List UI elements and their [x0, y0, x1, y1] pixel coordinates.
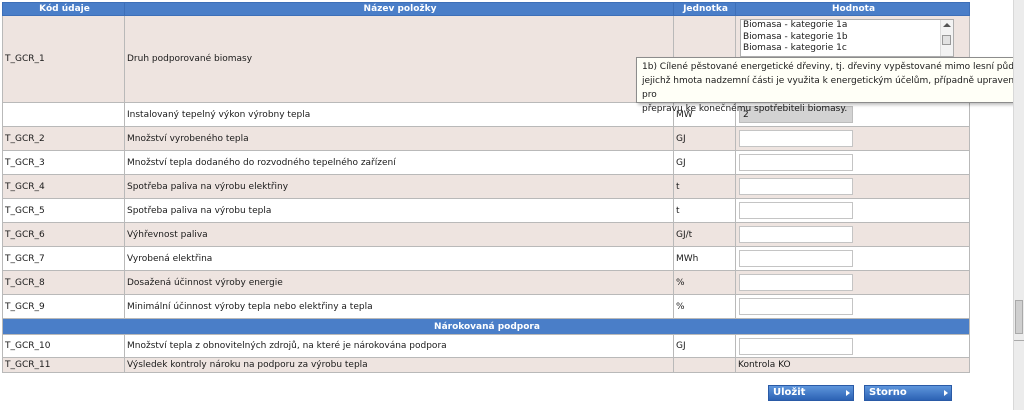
row-code: T_GCR_10 [2, 334, 125, 358]
table-row: T_GCR_5 Spotřeba paliva na výrobu tepla … [2, 198, 970, 223]
scroll-up-arrow-icon[interactable] [943, 23, 951, 27]
row-value [735, 334, 970, 358]
cancel-button-label: Storno [869, 387, 907, 398]
row-code: T_GCR_11 [2, 357, 125, 373]
row-unit: GJ/t [673, 222, 736, 247]
control-result: Kontrola KO [735, 357, 970, 373]
row-code: T_GCR_5 [2, 198, 125, 223]
header-code: Kód údaje [2, 2, 125, 16]
table-row: T_GCR_4 Spotřeba paliva na výrobu elektř… [2, 174, 970, 199]
row-code: T_GCR_6 [2, 222, 125, 247]
row-unit: % [673, 270, 736, 295]
listbox-scrollbar[interactable] [940, 20, 953, 56]
save-button[interactable]: Uložit [768, 385, 854, 401]
section-header-row: Nárokovaná podpora [2, 318, 970, 335]
value-input-gcr-3[interactable] [739, 154, 853, 171]
scroll-thumb[interactable] [942, 35, 951, 45]
biomass-tooltip: 1b) Cílené pěstované energetické dřeviny… [636, 57, 1024, 114]
row-value [735, 174, 970, 199]
row-name: Spotřeba paliva na výrobu elektřiny [124, 174, 674, 199]
biomass-type-listbox[interactable]: Biomasa - kategorie 1a Biomasa - kategor… [740, 19, 954, 57]
row-unit: GJ [673, 334, 736, 358]
table-row: T_GCR_2 Množství vyrobeného tepla GJ [2, 126, 970, 151]
page-scroll-thumb[interactable] [1015, 300, 1023, 334]
tooltip-line: přepravu ke konečnému spotřebiteli bioma… [642, 104, 848, 114]
table-row: Instalovaný tepelný výkon výrobny tepla … [2, 102, 970, 127]
row-value [735, 270, 970, 295]
row-name: Instalovaný tepelný výkon výrobny tepla [124, 102, 674, 127]
row-value [735, 150, 970, 175]
arrow-right-icon [944, 390, 948, 396]
row-value [735, 294, 970, 319]
value-input-gcr-2[interactable] [739, 130, 853, 147]
row-name: Dosažená účinnost výroby energie [124, 270, 674, 295]
row-code: T_GCR_4 [2, 174, 125, 199]
table-row: T_GCR_9 Minimální účinnost výroby tepla … [2, 294, 970, 319]
data-table: Kód údaje Název položky Jednotka Hodnota… [2, 2, 970, 373]
page-scrollbar[interactable] [1013, 0, 1024, 410]
row-value [735, 126, 970, 151]
row-unit [673, 357, 736, 373]
row-unit: GJ [673, 126, 736, 151]
row-value [735, 246, 970, 271]
row-name: Výsledek kontroly nároku na podporu za v… [124, 357, 674, 373]
table-row: T_GCR_3 Množství tepla dodaného do rozvo… [2, 150, 970, 175]
row-code [2, 102, 125, 127]
row-name: Druh podporované biomasy [124, 15, 674, 103]
table-row: T_GCR_8 Dosažená účinnost výroby energie… [2, 270, 970, 295]
listbox-option[interactable]: Biomasa - kategorie 1a [743, 20, 848, 30]
section-title: Nárokovaná podpora [2, 318, 970, 335]
arrow-right-icon [846, 390, 850, 396]
row-unit: % [673, 294, 736, 319]
tooltip-line: jejichž hmota nadzemní části je využita … [642, 76, 1020, 100]
save-button-label: Uložit [773, 387, 806, 398]
row-unit: MW [673, 102, 736, 127]
tooltip-line: 1b) Cílené pěstované energetické dřeviny… [642, 62, 1023, 72]
value-input-gcr-8[interactable] [739, 274, 853, 291]
row-unit: t [673, 174, 736, 199]
value-input-gcr-10[interactable] [739, 337, 853, 355]
table-row: T_GCR_10 Množství tepla z obnovitelných … [2, 334, 970, 358]
scrollbar-divider [1014, 340, 1024, 341]
row-name: Vyrobená elektřina [124, 246, 674, 271]
listbox-option[interactable]: Biomasa - kategorie 1c [743, 43, 847, 53]
value-input-gcr-9[interactable] [739, 298, 853, 315]
header-value: Hodnota [735, 2, 970, 16]
table-header-row: Kód údaje Název položky Jednotka Hodnota [2, 2, 970, 16]
value-input-gcr-5[interactable] [739, 202, 853, 219]
row-unit: t [673, 198, 736, 223]
table-row: T_GCR_7 Vyrobená elektřina MWh [2, 246, 970, 271]
row-code: T_GCR_2 [2, 126, 125, 151]
header-unit: Jednotka [673, 2, 736, 16]
row-value [735, 102, 970, 127]
row-unit: GJ [673, 150, 736, 175]
row-code: T_GCR_1 [2, 15, 125, 103]
row-value [735, 198, 970, 223]
row-unit: MWh [673, 246, 736, 271]
row-name: Množství tepla dodaného do rozvodného te… [124, 150, 674, 175]
row-name: Výhřevnost paliva [124, 222, 674, 247]
header-name: Název položky [124, 2, 674, 16]
row-code: T_GCR_9 [2, 294, 125, 319]
row-code: T_GCR_3 [2, 150, 125, 175]
row-name: Množství tepla z obnovitelných zdrojů, n… [124, 334, 674, 358]
value-input-gcr-4[interactable] [739, 178, 853, 195]
row-code: T_GCR_8 [2, 270, 125, 295]
row-value [735, 222, 970, 247]
row-name: Spotřeba paliva na výrobu tepla [124, 198, 674, 223]
table-row: T_GCR_11 Výsledek kontroly nároku na pod… [2, 357, 970, 373]
table-row: T_GCR_6 Výhřevnost paliva GJ/t [2, 222, 970, 247]
row-code: T_GCR_7 [2, 246, 125, 271]
cancel-button[interactable]: Storno [864, 385, 952, 401]
listbox-option[interactable]: Biomasa - kategorie 1b [743, 31, 848, 42]
installed-power-field [739, 106, 853, 123]
row-name: Množství vyrobeného tepla [124, 126, 674, 151]
value-input-gcr-6[interactable] [739, 226, 853, 243]
value-input-gcr-7[interactable] [739, 250, 853, 267]
row-name: Minimální účinnost výroby tepla nebo ele… [124, 294, 674, 319]
